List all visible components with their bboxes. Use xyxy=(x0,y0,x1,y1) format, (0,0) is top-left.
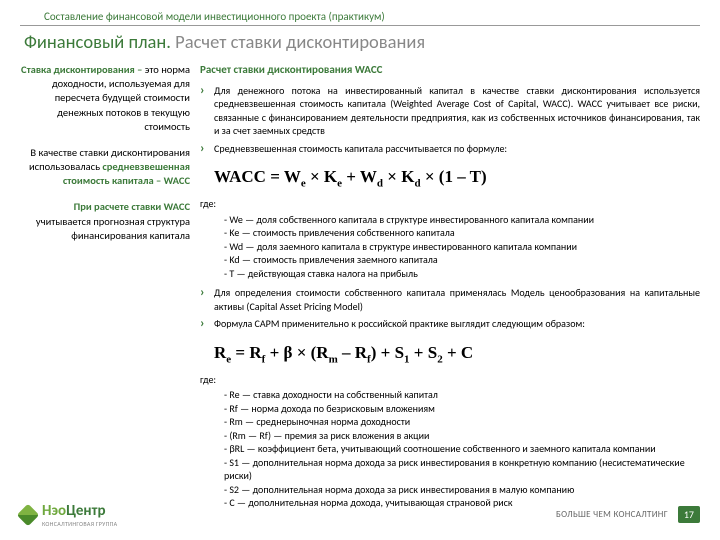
definition-item: (Rm — Rf) — премия за риск вложения в ак… xyxy=(224,429,700,443)
logo-block: НэоЦентр КОНСАЛТИНГОВАЯ ГРУППА xyxy=(20,501,117,528)
footer: НэоЦентр КОНСАЛТИНГОВАЯ ГРУППА БОЛЬШЕ ЧЕ… xyxy=(20,501,700,528)
definition-item: T — действующая ставка налога на прибыль xyxy=(224,267,700,281)
capm-formula: Re = Rf + β × (Rm – Rf) + S1 + S2 + C xyxy=(200,336,700,373)
section-subtitle: Расчет ставки дисконтирования WACC xyxy=(200,63,700,78)
chevron-icon: › xyxy=(200,84,214,138)
definition-item: We — доля собственного капитала в структ… xyxy=(224,213,700,227)
definition-item: Rm — среднерыночная норма доходности xyxy=(224,415,700,429)
content-area: Ставка дисконтирования – это норма доход… xyxy=(0,59,720,516)
definition-item: Ke — стоимость привлечения собственного … xyxy=(224,226,700,240)
bullet-4: › Формула CAPM применительно к российско… xyxy=(200,317,700,331)
note-1-head: Ставка дисконтирования – xyxy=(21,63,145,76)
definition-item: Wd — доля заемного капитала в структуре … xyxy=(224,240,700,254)
chevron-icon: › xyxy=(200,317,214,331)
tagline: БОЛЬШЕ ЧЕМ КОНСАЛТИНГ xyxy=(556,509,668,520)
bullet-3: › Для определения стоимости собственного… xyxy=(200,286,700,313)
definitions-list-1: We — доля собственного капитала в структ… xyxy=(200,213,700,281)
chevron-icon: › xyxy=(200,142,214,156)
logo-subtitle: КОНСАЛТИНГОВАЯ ГРУППА xyxy=(42,520,117,528)
title-part-b: Расчет ставки дисконтирования xyxy=(175,30,425,53)
course-topic: Составление финансовой модели инвестицио… xyxy=(20,0,700,26)
page-title: Финансовый план. Расчет ставки дисконтир… xyxy=(0,26,720,59)
definition-item: S1 — дополнительная норма дохода за риск… xyxy=(224,456,700,483)
bullet-3-text: Для определения стоимости собственного к… xyxy=(214,286,700,313)
chevron-icon: › xyxy=(200,286,214,313)
logo-icon xyxy=(17,503,40,526)
bullet-2: › Средневзвешенная стоимость капитала ра… xyxy=(200,142,700,156)
note-3-b: учитывается прогнозная структура финанси… xyxy=(36,215,190,242)
main-body: Расчет ставки дисконтирования WACC › Для… xyxy=(196,63,700,516)
logo: НэоЦентр КОНСАЛТИНГОВАЯ ГРУППА xyxy=(20,501,117,528)
definition-item: βRL — коэффициент бета, учитывающий соот… xyxy=(224,442,700,456)
where-label-2: где: xyxy=(200,373,700,387)
note-2: В качестве ставки дисконтирования исполь… xyxy=(20,146,190,189)
logo-text-a: Нэо xyxy=(42,502,66,520)
definition-item: Re — ставка доходности на собственный ка… xyxy=(224,388,700,402)
note-3: При расчете ставки WACC учитывается прог… xyxy=(20,200,190,243)
definition-item: S2 — дополнительная норма дохода за риск… xyxy=(224,483,700,497)
wacc-formula: WACC = We × Ke + Wd × Kd × (1 – T) xyxy=(200,160,700,197)
sidebar-notes: Ставка дисконтирования – это норма доход… xyxy=(20,63,196,516)
definition-item: Rf — норма дохода по безрисковым вложени… xyxy=(224,402,700,416)
bullet-1: › Для денежного потока на инвестированны… xyxy=(200,84,700,138)
page-number: 17 xyxy=(678,506,700,523)
note-1: Ставка дисконтирования – это норма доход… xyxy=(20,63,190,134)
where-label-1: где: xyxy=(200,197,700,211)
logo-text-b: Центр xyxy=(66,502,105,520)
bullet-1-text: Для денежного потока на инвестированный … xyxy=(214,84,700,138)
note-3-a: При расчете ставки WACC xyxy=(74,200,190,213)
bullet-4-text: Формула CAPM применительно к российской … xyxy=(214,317,700,331)
footer-right: БОЛЬШЕ ЧЕМ КОНСАЛТИНГ 17 xyxy=(556,506,700,523)
bullet-2-text: Средневзвешенная стоимость капитала расс… xyxy=(214,142,700,156)
title-part-a: Финансовый план. xyxy=(24,30,175,53)
definitions-list-2: Re — ставка доходности на собственный ка… xyxy=(200,388,700,510)
definition-item: Kd — стоимость привлечения заемного капи… xyxy=(224,253,700,267)
